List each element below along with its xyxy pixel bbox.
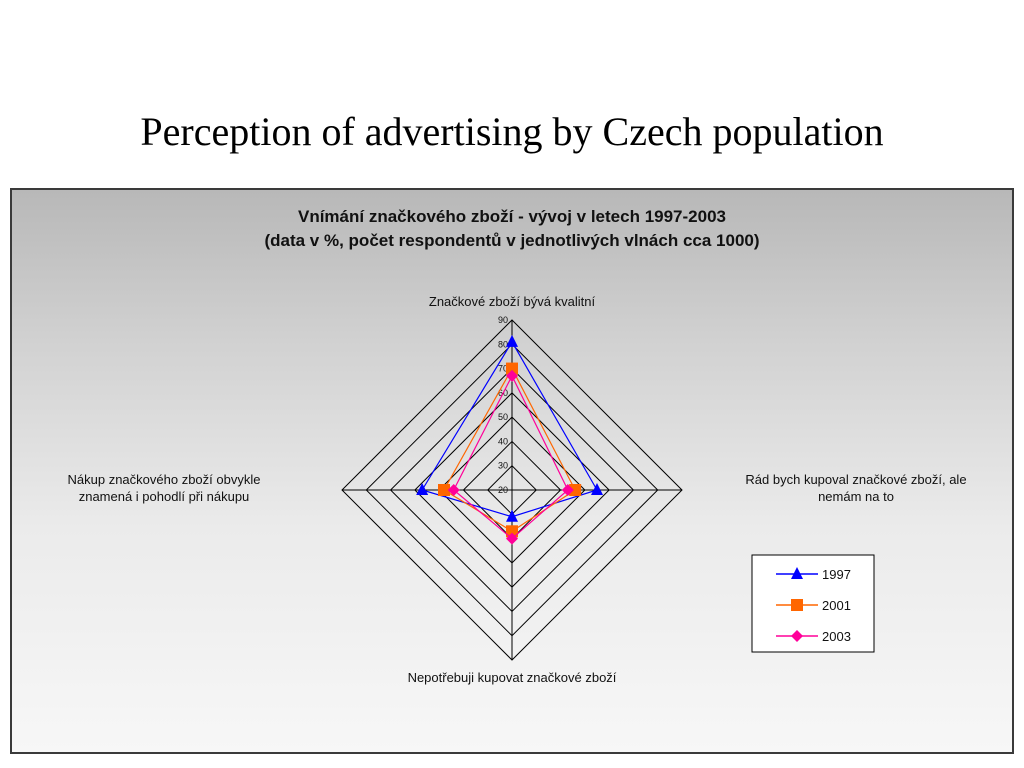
tick-label: 80	[498, 339, 508, 349]
tick-label: 20	[498, 485, 508, 495]
tick-label: 30	[498, 461, 508, 471]
tick-label: 90	[498, 315, 508, 325]
data-point	[506, 334, 518, 347]
data-point	[506, 369, 518, 382]
data-point	[591, 483, 603, 495]
legend-item: 2003	[776, 629, 851, 644]
radar-axis-labels: Značkové zboží bývá kvalitní Rád bych kup…	[68, 294, 967, 685]
axis-label: Nákup značkového zboží obvykle znamená i …	[68, 472, 261, 504]
axis-label: Rád bych kupoval značkové zboží, ale nemá…	[745, 472, 966, 504]
slide-title: Perception of advertising by Czech popul…	[140, 109, 884, 154]
tick-label: 40	[498, 436, 508, 446]
tick-label: 70	[498, 364, 508, 374]
legend-box	[751, 554, 875, 653]
data-point	[561, 484, 574, 496]
data-point	[569, 484, 582, 496]
data-point	[506, 362, 518, 375]
legend-label: 2003	[822, 629, 851, 644]
series-1997	[416, 334, 603, 522]
legend-marker	[791, 630, 803, 642]
radar-grid	[341, 319, 683, 661]
series-2001	[438, 362, 582, 538]
data-point	[416, 483, 429, 495]
series-2003	[447, 369, 574, 545]
radar-chart: Vnímání značkového zboží - vývoj v letec…	[68, 207, 967, 685]
tick-label: 50	[498, 412, 508, 422]
chart-title: Vnímání značkového zboží - vývoj v letec…	[298, 207, 726, 226]
legend-marker	[791, 599, 803, 611]
axis-label: Nepotřebuji kupovat značkové zboží	[408, 670, 617, 685]
legend-item: 1997	[776, 567, 851, 582]
data-point	[438, 484, 450, 496]
chart-subtitle: (data v %, počet respondentů v jednotliv…	[264, 231, 759, 250]
data-point	[506, 509, 518, 522]
radar-series	[416, 334, 603, 545]
data-point	[506, 532, 518, 545]
chart-legend: 1997 2001 2003	[751, 554, 875, 653]
data-point	[447, 484, 460, 496]
legend-label: 2001	[822, 598, 851, 613]
legend-item: 2001	[776, 598, 851, 613]
data-point	[506, 525, 518, 538]
chart-frame: Vnímání značkového zboží - vývoj v letec…	[10, 188, 1014, 754]
legend-marker	[791, 567, 803, 579]
axis-label: Značkové zboží bývá kvalitní	[429, 294, 596, 309]
legend-label: 1997	[822, 567, 851, 582]
